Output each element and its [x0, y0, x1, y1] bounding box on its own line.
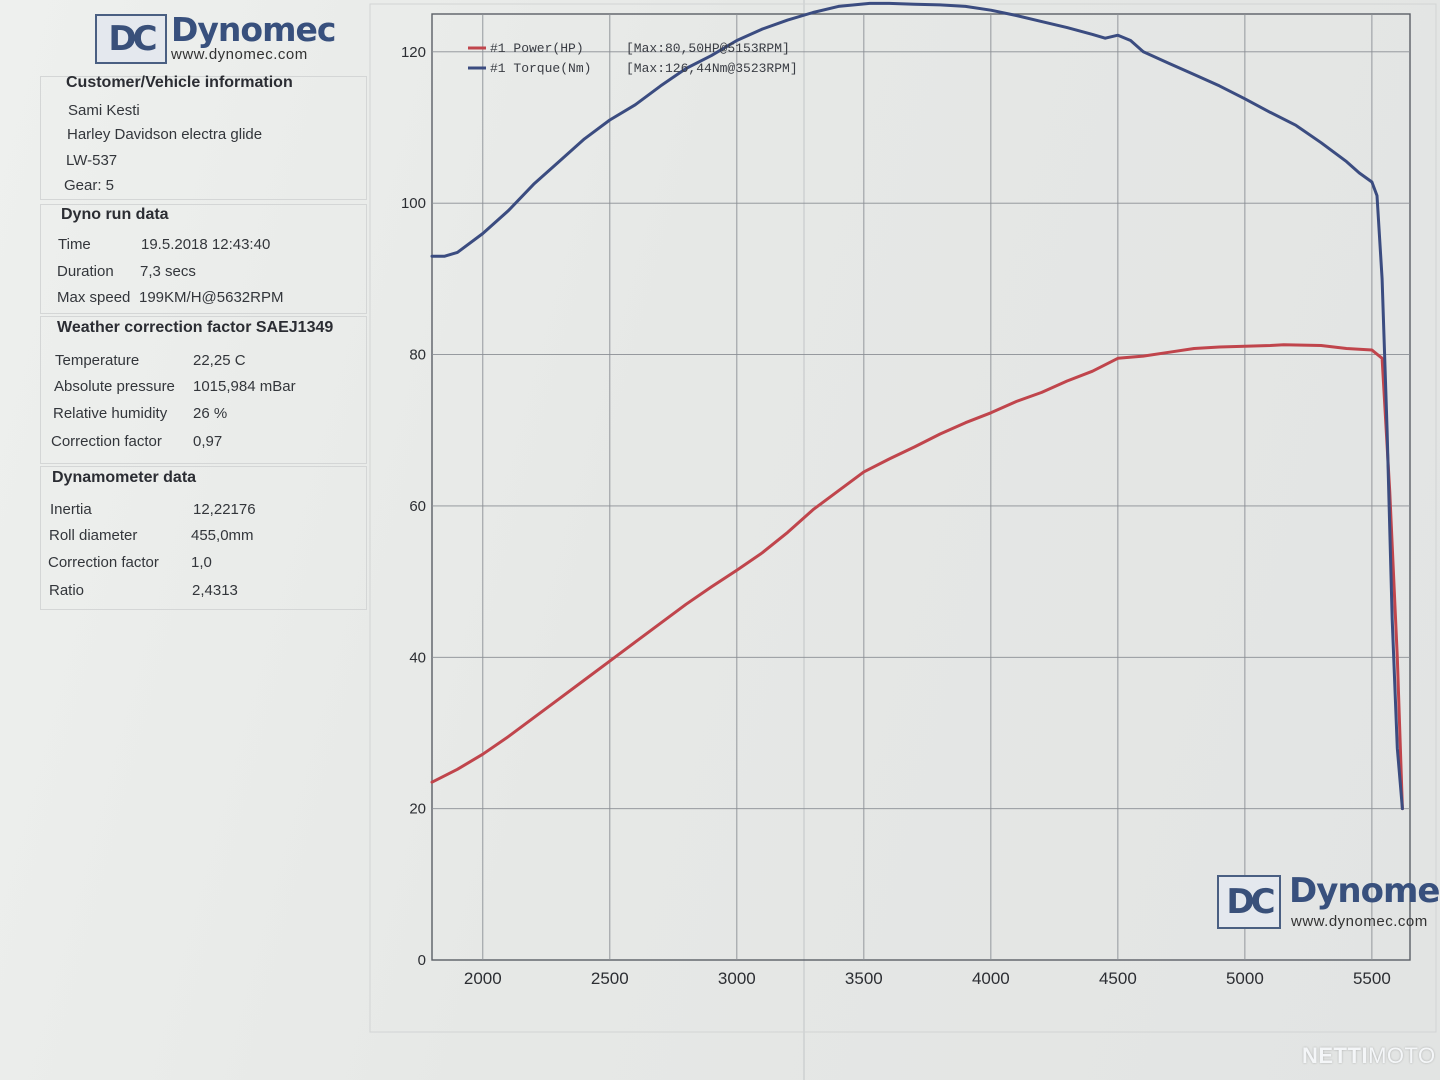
weather-row: Absolute pressure 1015,984 mBar [54, 378, 296, 395]
run-row: Max speed 199KM/H@5632RPM [57, 289, 283, 306]
weather-label: Relative humidity [53, 405, 168, 422]
logo-mark: DC [1217, 875, 1281, 929]
dynomec-logo-chart: DC Dynomec www.dynomec.com [1217, 871, 1440, 937]
plot-frame [431, 13, 1411, 961]
run-panel: Dyno run data Time 19.5.2018 12:43:40 Dur… [40, 204, 367, 314]
vehicle-gear: Gear: 5 [64, 177, 115, 194]
torque-line [430, 1, 1404, 811]
weather-title: Weather correction factor SAEJ1349 [57, 319, 334, 336]
y-tick-label: 20 [409, 801, 426, 818]
x-tick-label: 3000 [718, 969, 756, 988]
chart-grid [431, 13, 1411, 961]
vehicle-model: Harley Davidson electra glide [67, 126, 263, 143]
customer-name: Sami Kesti [68, 102, 140, 119]
weather-label: Absolute pressure [54, 378, 175, 395]
customer-panel: Customer/Vehicle information Sami Kesti … [40, 74, 367, 200]
dyno-value: 455,0mm [191, 527, 254, 544]
y-tick-label: 60 [409, 498, 426, 515]
logo-url: www.dynomec.com [171, 46, 308, 63]
weather-row: Correction factor 0,97 [51, 433, 222, 450]
y-tick-label: 0 [418, 952, 426, 969]
run-label: Duration [57, 263, 114, 280]
x-tick-label: 2500 [591, 969, 629, 988]
run-value: 7,3 secs [140, 263, 196, 280]
chart-series [430, 1, 1404, 811]
dyno-value: 1,0 [191, 554, 212, 571]
paper-fold [803, 0, 805, 1080]
vehicle-plate: LW-537 [66, 152, 118, 169]
dynomec-logo: DC Dynomec www.dynomec.com [95, 10, 336, 68]
x-tick-label: 3500 [845, 969, 883, 988]
watermark-light: MOTO [1368, 1043, 1436, 1068]
dyno-chart: 2000 2500 3000 3500 4000 4500 5000 5500 0 20 40 60 8… [369, 1, 1437, 1033]
dyno-row: Inertia 12,22176 [50, 501, 256, 518]
legend-label: #1 Torque(Nm) [490, 61, 591, 76]
watermark-bold: NETTI [1302, 1043, 1369, 1068]
dyno-row: Ratio 2,4313 [49, 582, 238, 599]
weather-value: 22,25 C [193, 352, 246, 369]
logo-mark: DC [95, 14, 167, 64]
y-tick-label: 80 [409, 347, 426, 364]
y-tick-label: 40 [409, 649, 426, 666]
run-row: Duration 7,3 secs [57, 263, 196, 280]
chart-axes: 2000 2500 3000 3500 4000 4500 5000 5500 0 20 40 60 8… [401, 44, 1391, 988]
dyno-row: Correction factor 1,0 [48, 554, 212, 571]
weather-row: Relative humidity 26 % [53, 405, 227, 422]
y-tick-label: 120 [401, 44, 426, 61]
customer-title: Customer/Vehicle information [66, 74, 293, 91]
weather-panel: Weather correction factor SAEJ1349 Tempe… [40, 316, 367, 464]
x-tick-label: 4000 [972, 969, 1010, 988]
dyno-label: Inertia [50, 501, 92, 518]
dyno-row: Roll diameter 455,0mm [49, 527, 254, 544]
dyno-value: 2,4313 [192, 582, 238, 599]
dyno-label: Roll diameter [49, 527, 138, 544]
run-label: Max speed [57, 289, 131, 306]
weather-label: Correction factor [51, 433, 162, 450]
logo-name: Dynomec [1289, 871, 1440, 911]
y-tick-label: 100 [401, 195, 426, 212]
x-tick-label: 4500 [1099, 969, 1137, 988]
run-value: 19.5.2018 12:43:40 [141, 236, 271, 253]
legend-max: [Max:80,50HP@5153RPM] [626, 41, 790, 56]
legend-label: #1 Power(HP) [490, 41, 584, 56]
weather-value: 1015,984 mBar [193, 378, 296, 395]
dyno-value: 12,22176 [193, 501, 256, 518]
x-tick-label: 2000 [464, 969, 502, 988]
weather-value: 26 % [193, 405, 228, 422]
run-row: Time 19.5.2018 12:43:40 [58, 236, 270, 253]
weather-label: Temperature [55, 352, 140, 369]
run-label: Time [58, 236, 91, 253]
weather-value: 0,97 [193, 433, 223, 450]
nettimoto-watermark: NETTIMOTO [1302, 1043, 1436, 1069]
dyno-title: Dynamometer data [52, 469, 197, 486]
legend-max: [Max:126,44Nm@3523RPM] [626, 61, 798, 76]
dyno-panel: Dynamometer data Inertia 12,22176 Roll di… [40, 466, 367, 610]
chart-legend: #1 Power(HP) [Max:80,50HP@5153RPM] #1 Torq… [468, 41, 798, 76]
x-tick-label: 5000 [1226, 969, 1264, 988]
logo-name: Dynomec [171, 10, 336, 49]
power-line [430, 343, 1404, 811]
x-tick-label: 5500 [1353, 969, 1391, 988]
weather-row: Temperature 22,25 C [55, 352, 246, 369]
dyno-label: Correction factor [48, 554, 159, 571]
run-title: Dyno run data [61, 206, 169, 223]
logo-url: www.dynomec.com [1291, 913, 1428, 930]
run-value: 199KM/H@5632RPM [139, 289, 284, 306]
dyno-label: Ratio [49, 582, 85, 599]
